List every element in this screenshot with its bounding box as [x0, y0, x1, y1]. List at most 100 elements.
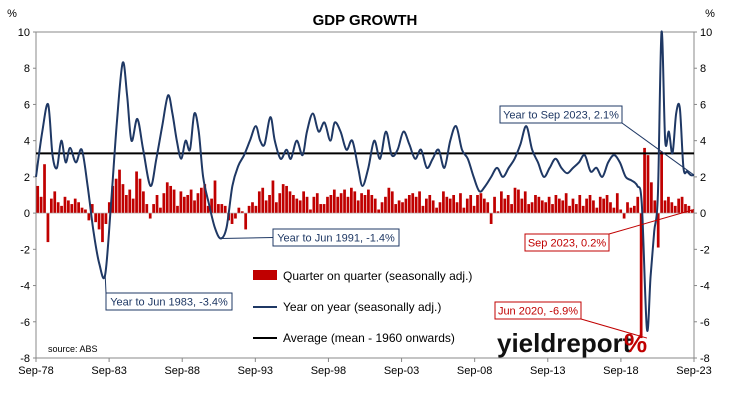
qoq-bar	[414, 196, 418, 214]
qoq-bar	[67, 200, 70, 214]
qoq-bar	[482, 198, 486, 214]
annotation-label: Year to Jun 1991, -1.4%	[277, 233, 395, 245]
plot-area	[35, 31, 695, 359]
yoy-line	[35, 30, 695, 332]
annotation-label: Year to Sep 2023, 2.1%	[503, 110, 619, 122]
qoq-bar	[377, 209, 380, 214]
qoq-bar	[274, 202, 278, 214]
qoq-bar	[193, 200, 196, 214]
annotation-box	[499, 105, 623, 124]
qoq-bars	[36, 147, 694, 339]
qoq-bar	[469, 195, 473, 214]
y-tick-label-right: 8	[700, 63, 706, 75]
qoq-bar	[182, 196, 186, 214]
qoq-bar	[554, 195, 558, 214]
annotations: Year to Sep 2023, 2.1% Year to Jun 1991, …	[105, 105, 623, 320]
qoq-bar	[152, 204, 155, 214]
y-tick-label-left: 8	[24, 63, 30, 75]
qoq-bar	[199, 187, 203, 214]
qoq-bar	[493, 196, 496, 214]
source-note: source: ABS	[48, 344, 98, 354]
qoq-bar	[517, 189, 520, 214]
x-axis: Sep-78 Sep-83 Sep-88 Sep-93 Sep-98 Sep-03 Sep-…	[18, 358, 712, 377]
qoq-bar	[169, 185, 173, 214]
qoq-bar	[60, 205, 63, 214]
y-tick-label-left: 10	[18, 27, 30, 39]
qoq-bar	[247, 205, 251, 214]
qoq-bar	[285, 185, 288, 214]
qoq-bar	[667, 196, 670, 214]
qoq-bar	[561, 200, 565, 214]
qoq-bar	[677, 198, 681, 214]
qoq-bar	[295, 198, 299, 214]
legend-swatch-qoq	[253, 270, 277, 280]
qoq-bar	[680, 196, 684, 214]
qoq-bar	[568, 205, 571, 214]
qoq-bar	[588, 195, 592, 214]
qoq-bar	[73, 198, 77, 214]
legend: Quarter on quarter (seasonally adj.) Yea…	[253, 269, 472, 345]
qoq-bar	[401, 202, 404, 214]
qoq-bar	[46, 213, 50, 243]
annotation-leader	[580, 318, 648, 339]
qoq-bar	[343, 189, 346, 214]
qoq-bar	[312, 196, 316, 214]
qoq-bar	[462, 207, 466, 214]
qoq-bar	[288, 191, 292, 214]
x-tick-label: Sep-03	[384, 365, 419, 377]
legend-label-qoq: Quarter on quarter (seasonally adj.)	[283, 269, 472, 283]
qoq-bar	[87, 213, 91, 221]
y-tick-label-left: 0	[24, 208, 30, 220]
qoq-bar	[264, 200, 268, 214]
qoq-bar	[527, 204, 531, 214]
annotation-box	[105, 292, 233, 311]
qoq-bar	[94, 213, 98, 223]
y-tick-label-left: -8	[20, 353, 30, 365]
qoq-bar	[326, 196, 329, 214]
qoq-bar	[479, 193, 483, 214]
qoq-bar	[390, 191, 394, 214]
qoq-bar	[575, 204, 578, 214]
y-tick-label-right: -8	[700, 353, 710, 365]
qoq-bar	[465, 198, 469, 214]
qoq-bar	[500, 191, 503, 214]
qoq-bar	[213, 180, 217, 214]
qoq-bar	[394, 204, 398, 214]
qoq-bar	[118, 169, 121, 214]
qoq-bar	[425, 198, 428, 214]
qoq-bar	[159, 207, 162, 214]
qoq-bar	[217, 204, 220, 214]
qoq-bar	[598, 196, 602, 214]
qoq-bar	[278, 193, 282, 214]
y-tick-label-left: -2	[20, 244, 30, 256]
qoq-bar	[653, 200, 657, 214]
qoq-bar	[332, 189, 336, 214]
annotation-label: Jun 2020, -6.9%	[498, 306, 578, 318]
qoq-bar	[585, 198, 588, 214]
qoq-bar	[101, 213, 104, 243]
qoq-bar	[162, 193, 166, 214]
qoq-bar	[336, 196, 340, 214]
qoq-bar	[237, 207, 241, 214]
qoq-bar	[172, 189, 176, 214]
qoq-bar	[176, 205, 179, 214]
x-tick-label: Sep-78	[18, 365, 53, 377]
qoq-bar	[356, 200, 360, 214]
qoq-bar	[138, 178, 142, 214]
qoq-bar	[39, 196, 43, 214]
y-tick-label-left: -6	[20, 317, 30, 329]
y-axis-right: 10 8 6 4 2 0 -2 -4 -6 -8	[694, 27, 712, 365]
qoq-bar	[609, 202, 612, 214]
qoq-bar	[165, 182, 169, 214]
y-tick-label-right: 6	[700, 99, 706, 111]
qoq-bar	[111, 185, 115, 214]
yieldreport-logo-text: yieldreport	[497, 328, 632, 358]
qoq-bar	[210, 198, 213, 214]
y-tick-label-left: 4	[24, 136, 30, 148]
qoq-bar	[206, 205, 210, 214]
qoq-bar	[445, 196, 449, 214]
qoq-bar	[142, 191, 145, 214]
qoq-bar	[626, 202, 629, 214]
qoq-bar	[571, 198, 575, 214]
qoq-bar	[121, 184, 125, 214]
